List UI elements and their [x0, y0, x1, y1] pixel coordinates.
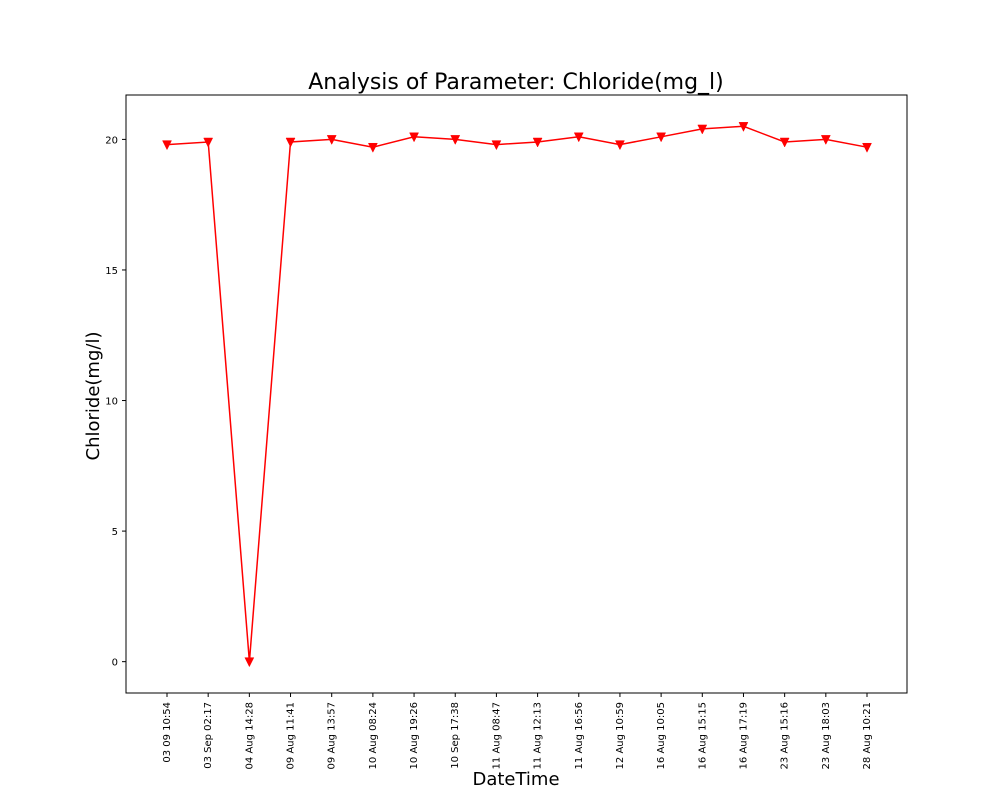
data-point-marker — [367, 142, 378, 153]
data-point-marker — [162, 140, 172, 151]
y-axis-label: Chloride(mg/l) — [83, 332, 104, 461]
x-tick-label: 03 09 10:54 — [162, 702, 173, 763]
y-axis: 0 5 10 15 20 — [105, 135, 126, 669]
data-point-marker — [656, 132, 667, 143]
data-point-marker — [450, 135, 461, 145]
data-point-marker — [285, 137, 296, 148]
x-tick-label: 11 Aug 08:47 — [491, 702, 502, 769]
x-tick-label: 10 Aug 08:24 — [368, 702, 379, 769]
x-tick-label: 04 Aug 14:28 — [244, 702, 255, 769]
x-tick-label: 16 Aug 15:15 — [697, 702, 708, 769]
x-tick-label: 16 Aug 10:05 — [656, 702, 667, 769]
x-tick-label: 03 Sep 02:17 — [203, 702, 214, 769]
data-point-marker — [615, 140, 625, 151]
x-tick-label: 23 Aug 18:03 — [821, 702, 832, 769]
x-tick-label: 09 Aug 13:57 — [327, 702, 338, 769]
data-point-marker — [326, 135, 337, 145]
x-axis-label: DateTime — [472, 769, 559, 790]
data-point-marker — [573, 132, 584, 143]
x-tick-label: 10 Aug 19:26 — [409, 702, 420, 769]
x-tick-label: 11 Aug 16:56 — [574, 702, 585, 769]
x-tick-label: 28 Aug 10:21 — [862, 702, 873, 769]
data-point-marker — [409, 132, 419, 143]
y-tick-label: 0 — [112, 658, 118, 669]
x-axis: 03 09 10:54 03 Sep 02:17 04 Aug 14:28 09 Au… — [162, 693, 873, 769]
x-tick-label: 09 Aug 11:41 — [286, 702, 297, 769]
data-point-marker — [244, 657, 255, 668]
x-tick-label: 12 Aug 10:59 — [615, 702, 626, 769]
data-point-marker — [738, 122, 749, 132]
plot-frame — [125, 94, 908, 694]
data-point-marker — [697, 124, 708, 135]
y-tick-label: 20 — [105, 135, 118, 146]
data-point-marker — [203, 137, 214, 148]
x-tick-label: 11 Aug 12:13 — [533, 702, 544, 769]
chart-title: Analysis of Parameter: Chloride(mg_l) — [308, 70, 724, 95]
x-tick-label: 23 Aug 15:16 — [780, 702, 791, 769]
y-tick-label: 15 — [105, 266, 118, 277]
series-line — [166, 125, 868, 662]
data-point-marker — [820, 135, 831, 145]
data-point-marker — [862, 142, 872, 153]
data-point-marker — [779, 137, 790, 148]
series-layer — [162, 122, 872, 668]
data-point-marker — [491, 140, 502, 151]
y-tick-label: 10 — [105, 397, 118, 408]
x-tick-label: 16 Aug 17:19 — [738, 702, 749, 769]
data-point-marker — [532, 137, 543, 148]
y-tick-label: 5 — [112, 527, 118, 538]
x-tick-label: 10 Sep 17:38 — [450, 702, 461, 769]
